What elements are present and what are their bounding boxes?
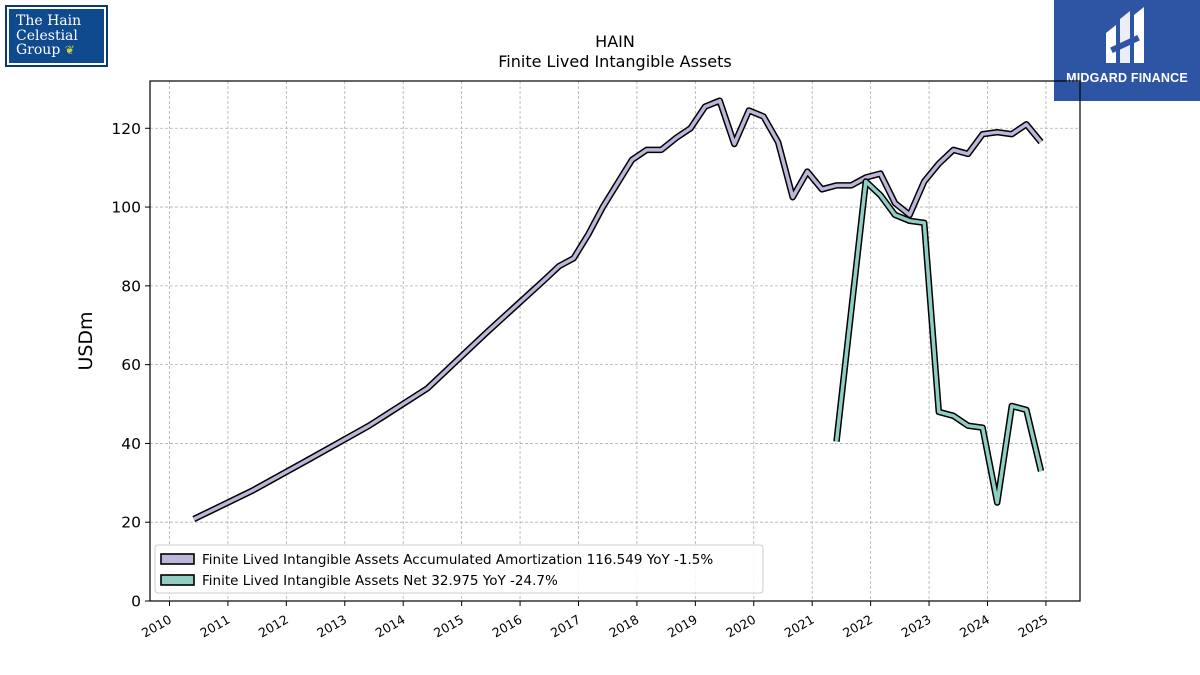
- axes: 0 20 40 60 80 100 120 2010 2011 2012 2013 2014 2015 2…: [111, 120, 1050, 641]
- y-tick-label: 120: [111, 120, 141, 138]
- leaf-icon: ❦: [64, 43, 75, 58]
- hain-celestial-logo: The Hain Celestial Group ❦: [5, 5, 108, 67]
- x-tick-label: 2021: [782, 612, 817, 641]
- x-tick-label: 2016: [490, 612, 525, 641]
- x-tick-label: 2015: [431, 612, 466, 641]
- x-tick-label: 2024: [957, 612, 992, 641]
- plot-frame: [149, 80, 1081, 602]
- series-line-fill: [834, 179, 1043, 505]
- y-tick-label: 60: [121, 356, 141, 374]
- series-line-outline: [192, 97, 1044, 523]
- legend-swatch: [160, 553, 195, 565]
- x-tick-label: 2025: [1015, 612, 1050, 641]
- logo-line-1: The Hain: [16, 13, 82, 30]
- series-line-1: [192, 97, 1044, 523]
- x-tick-label: 2011: [197, 612, 232, 641]
- x-tick-label: 2022: [840, 612, 875, 641]
- y-axis-label: USDm: [75, 311, 97, 370]
- legend-box: [154, 544, 764, 594]
- series-line-fill: [193, 98, 1043, 521]
- x-tick-label: 2013: [314, 612, 349, 641]
- legend: Finite Lived Intangible Assets Accumulat…: [154, 544, 764, 594]
- y-tick-label: 80: [121, 277, 141, 295]
- x-tick-label: 2012: [256, 612, 291, 641]
- logo-line-2: Celestial: [16, 27, 78, 44]
- x-tick-label: 2020: [723, 612, 758, 641]
- y-tick-label: 0: [131, 593, 141, 611]
- midgard-finance-logo: MIDGARD FINANCE: [1054, 0, 1200, 101]
- midgard-mark-icon: [1106, 7, 1144, 63]
- x-tick-label: 2014: [373, 612, 408, 641]
- x-tick-label: 2010: [139, 612, 174, 641]
- logo-line-3: Group: [16, 42, 61, 59]
- legend-swatch: [160, 574, 195, 586]
- chart-subtitle: Finite Lived Intangible Assets: [498, 52, 732, 71]
- chart-title-block: HAIN Finite Lived Intangible Assets: [415, 32, 815, 72]
- legend-label: Finite Lived Intangible Assets Net 32.97…: [202, 573, 558, 589]
- brand-name: MIDGARD FINANCE: [1066, 71, 1188, 85]
- legend-label: Finite Lived Intangible Assets Accumulat…: [202, 552, 713, 568]
- x-tick-label: 2019: [665, 612, 700, 641]
- series-line-2: [833, 178, 1045, 506]
- y-tick-label: 20: [121, 514, 141, 532]
- x-tick-label: 2018: [606, 612, 641, 641]
- logo-line-3-row: Group ❦: [16, 43, 106, 58]
- series-lines: [192, 97, 1045, 523]
- series-line-outline: [833, 178, 1045, 506]
- y-tick-label: 100: [111, 199, 141, 217]
- y-tick-label: 40: [121, 435, 141, 453]
- chart-title: HAIN: [595, 32, 635, 51]
- x-tick-label: 2023: [899, 612, 934, 641]
- x-tick-label: 2017: [548, 612, 583, 641]
